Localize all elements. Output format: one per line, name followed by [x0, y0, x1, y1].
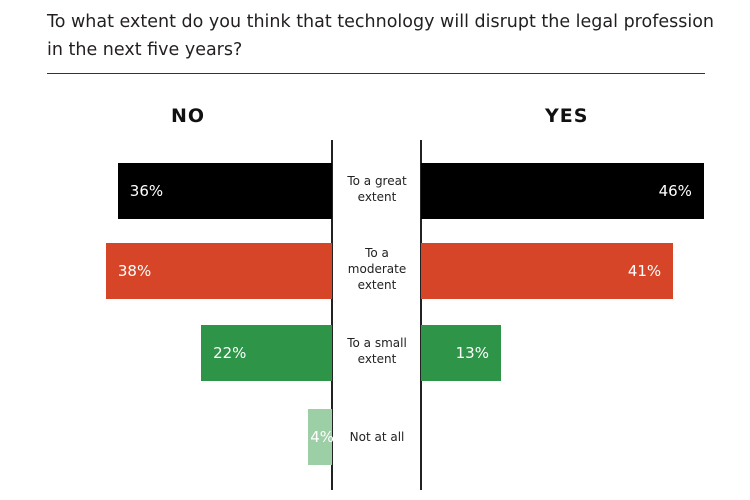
left-axis-line — [331, 140, 333, 490]
bar-no — [201, 325, 332, 381]
bar-yes — [421, 243, 674, 299]
right-axis-line — [420, 140, 422, 490]
bar-yes — [421, 163, 704, 219]
data-label-yes: 46% — [658, 182, 692, 200]
series-label-yes: YES — [545, 105, 589, 127]
category-label: Not at all — [349, 430, 405, 444]
category-label: To a small extent — [347, 336, 407, 366]
series-label-no: NO — [171, 105, 206, 127]
data-label-no: 38% — [117, 262, 152, 280]
chart-title: To what extent do you think that technol… — [47, 12, 715, 60]
category-label: To a great extent — [347, 174, 407, 204]
bar-no — [308, 409, 332, 465]
data-label-no: 22% — [213, 344, 247, 362]
data-label-no: 36% — [129, 182, 164, 200]
title-divider — [47, 73, 705, 74]
bar-no — [105, 243, 332, 299]
data-label-no: 4% — [310, 428, 334, 446]
category-label: To a moderate extent — [347, 246, 407, 292]
bar-yes — [421, 325, 501, 381]
data-label-yes: 13% — [455, 344, 489, 362]
bar-no — [117, 163, 332, 219]
data-label-yes: 41% — [627, 262, 662, 280]
